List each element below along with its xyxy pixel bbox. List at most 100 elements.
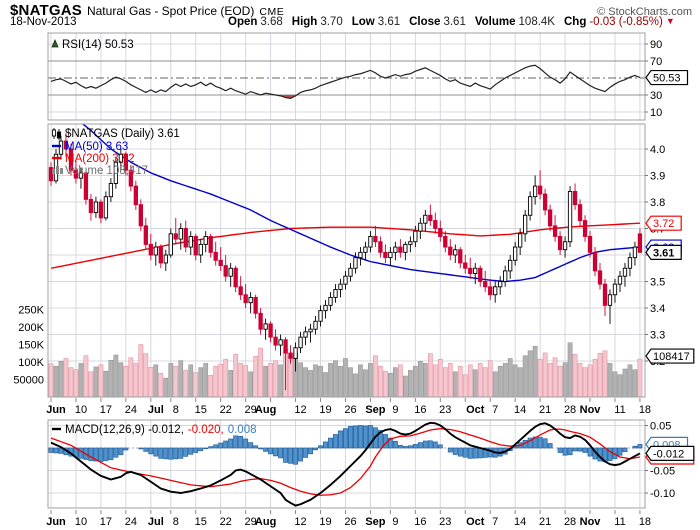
quote-value: 3.68: [260, 16, 283, 28]
date-label: 11: [614, 404, 625, 416]
date-label: 26: [344, 404, 356, 416]
date-label: 17: [100, 516, 112, 528]
date-label: Jul: [148, 516, 164, 528]
macd-axis-label: -0.05: [650, 466, 675, 478]
macd-signal-line: [50, 427, 641, 496]
macd-line: [50, 421, 641, 507]
copyright: © StockCharts.com: [597, 6, 692, 18]
price-axis-label: 4.0: [650, 144, 665, 156]
volume-axis-label: 150K: [18, 340, 44, 352]
quote-label: High: [291, 16, 318, 28]
quote-value: 3.61: [377, 16, 401, 28]
volume-icon: [56, 166, 59, 174]
date-label: Sep: [365, 516, 385, 528]
volume-axis-label: 250K: [18, 305, 44, 317]
date-label: Aug: [255, 404, 276, 416]
rsi-panel-border: [47, 32, 646, 121]
date-label: 28: [564, 404, 576, 416]
volume-axis-label: 100K: [18, 357, 44, 369]
date-label: 21: [539, 404, 551, 416]
date-label: Oct: [466, 404, 485, 416]
axis-value-box-label: 3.72: [653, 218, 674, 230]
date-label: 18: [639, 516, 651, 528]
date-label: Aug: [255, 516, 276, 528]
macd-panel-border: [47, 419, 646, 509]
quote-date: 18-Nov-2013: [10, 16, 77, 28]
axis-value-box: [645, 244, 682, 260]
rsi-axis-label: 30: [650, 90, 662, 102]
date-label: 11: [614, 516, 625, 528]
change-down-icon: ▼: [665, 16, 675, 26]
date-label: 14: [514, 516, 526, 528]
quote-value: 3.70: [320, 16, 343, 28]
macd-axis-label: 0.05: [650, 421, 671, 433]
volume-bars: [48, 342, 643, 397]
date-label: 17: [100, 404, 112, 416]
price-axis-label: 3.4: [650, 303, 665, 315]
date-label: Jun: [46, 516, 66, 528]
header: $NATGAS Natural Gas - Spot Price (EOD) C…: [0, 0, 700, 30]
price-panel-border: [47, 123, 646, 398]
date-label: 15: [195, 404, 207, 416]
rsi-axis-label: 70: [650, 56, 662, 68]
symbol: $NATGAS: [10, 2, 82, 19]
date-label: 15: [195, 516, 207, 528]
date-label: 8: [173, 516, 179, 528]
date-label: 7: [492, 404, 498, 416]
rsi-indicator-icon: [51, 38, 59, 48]
date-label: 29: [245, 516, 257, 528]
date-label: 19: [319, 404, 331, 416]
date-label: 16: [414, 404, 426, 416]
ma50-line: [81, 124, 640, 283]
macd-legend: MACD(12,26,9) -0.012, -0.020, 0.008: [65, 424, 256, 436]
date-label: Nov: [580, 404, 602, 416]
rsi-axis-label: 10: [650, 107, 662, 119]
rsi-axis-label: 90: [650, 39, 662, 51]
quote-label: Open: [228, 16, 258, 28]
macd-panel: 0.05-0.05-0.10-0.0200.008-0.012MACD(12,2…: [47, 419, 695, 509]
date-label: 24: [125, 404, 137, 416]
header-quote-row: 18-Nov-2013 Open 3.68 High 3.70 Low 3.61 Close…: [10, 16, 692, 28]
date-label: 9: [392, 404, 398, 416]
quote-value: 3.61: [443, 16, 466, 28]
date-label: 23: [439, 404, 451, 416]
quote-value: -0.03 (-0.85%): [589, 16, 663, 28]
ma200-legend: MA(200) 3.72: [65, 153, 135, 165]
quote-label: Volume: [474, 16, 516, 28]
quote-label: Close: [409, 16, 441, 28]
price-panel: 4.03.93.83.73.63.53.43.33.2250K200K150K1…: [13, 123, 695, 398]
exchange: CME: [259, 6, 285, 18]
date-label: Oct: [466, 516, 485, 528]
date-label: 8: [173, 404, 179, 416]
rsi-line: [50, 64, 641, 100]
date-label: 23: [439, 516, 451, 528]
axis-value-box-label: 108417: [653, 351, 690, 363]
axis-value-box-label: 50.53: [653, 73, 681, 85]
quote-label: Low: [351, 16, 375, 28]
date-label: 12: [294, 404, 306, 416]
price-axis-label: 3.8: [650, 197, 665, 209]
date-label: Jun: [46, 404, 66, 416]
price-axis-label: 3.3: [650, 330, 665, 342]
date-label: 29: [245, 404, 257, 416]
date-label: 22: [220, 404, 232, 416]
date-label: Sep: [365, 404, 385, 416]
date-label: 12: [294, 516, 306, 528]
axis-value-box: [645, 69, 689, 86]
volume-icon: [52, 169, 55, 174]
date-label: 28: [564, 516, 576, 528]
date-label: Jul: [148, 404, 164, 416]
price-axis-label: 3.5: [650, 277, 665, 289]
quote-value: 108.4K: [518, 16, 555, 28]
date-label: 10: [75, 404, 87, 416]
axis-value-box-label: -0.012: [653, 448, 684, 460]
date-label: 18: [639, 404, 651, 416]
symbol-description: Natural Gas - Spot Price (EOD): [86, 4, 255, 18]
candlesticks: [48, 133, 643, 391]
axis-value-box: [645, 348, 695, 364]
date-label: 7: [492, 516, 498, 528]
price-axis-label: 3.9: [650, 171, 665, 183]
axis-value-box: [645, 215, 682, 231]
quote-line: Open 3.68 High 3.70 Low 3.61 Close 3.61 Volume 10…: [228, 16, 675, 28]
